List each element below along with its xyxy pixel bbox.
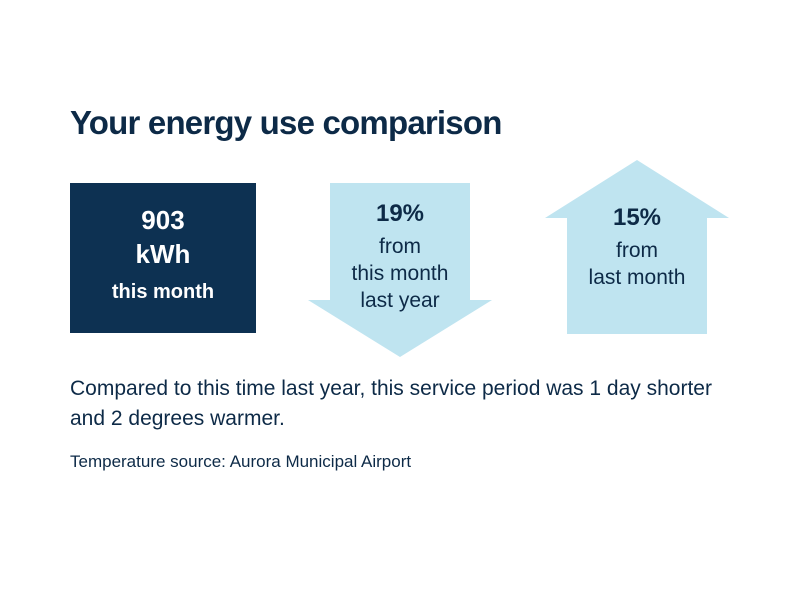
usage-label: this month xyxy=(111,281,215,303)
comparison-last-month: 15% from last month xyxy=(567,204,707,291)
comparison-last-year-percent: 19% xyxy=(375,200,425,227)
usage-value: 903 xyxy=(141,205,185,235)
comparison-last-year-line3: last year xyxy=(360,289,440,312)
usage-summary-box: 903 kWh this month xyxy=(70,183,256,333)
down-arrow-shape xyxy=(308,183,492,357)
up-arrow-icon xyxy=(545,160,729,334)
comparison-last-year-line1: from xyxy=(379,235,421,258)
comparison-last-month-line1: from xyxy=(616,239,658,262)
comparison-last-month-line2: last month xyxy=(588,266,686,289)
page-title: Your energy use comparison xyxy=(70,104,502,141)
temperature-source: Temperature source: Aurora Municipal Air… xyxy=(70,452,412,471)
comparison-last-year-line2: this month xyxy=(351,262,449,285)
comparison-last-year: 19% from this month last year xyxy=(330,200,470,314)
usage-unit: kWh xyxy=(135,239,191,269)
up-arrow-shape xyxy=(545,160,729,334)
comparison-description: Compared to this time last year, this se… xyxy=(70,377,712,430)
comparison-last-month-percent: 15% xyxy=(612,204,662,231)
down-arrow-icon xyxy=(308,183,492,357)
